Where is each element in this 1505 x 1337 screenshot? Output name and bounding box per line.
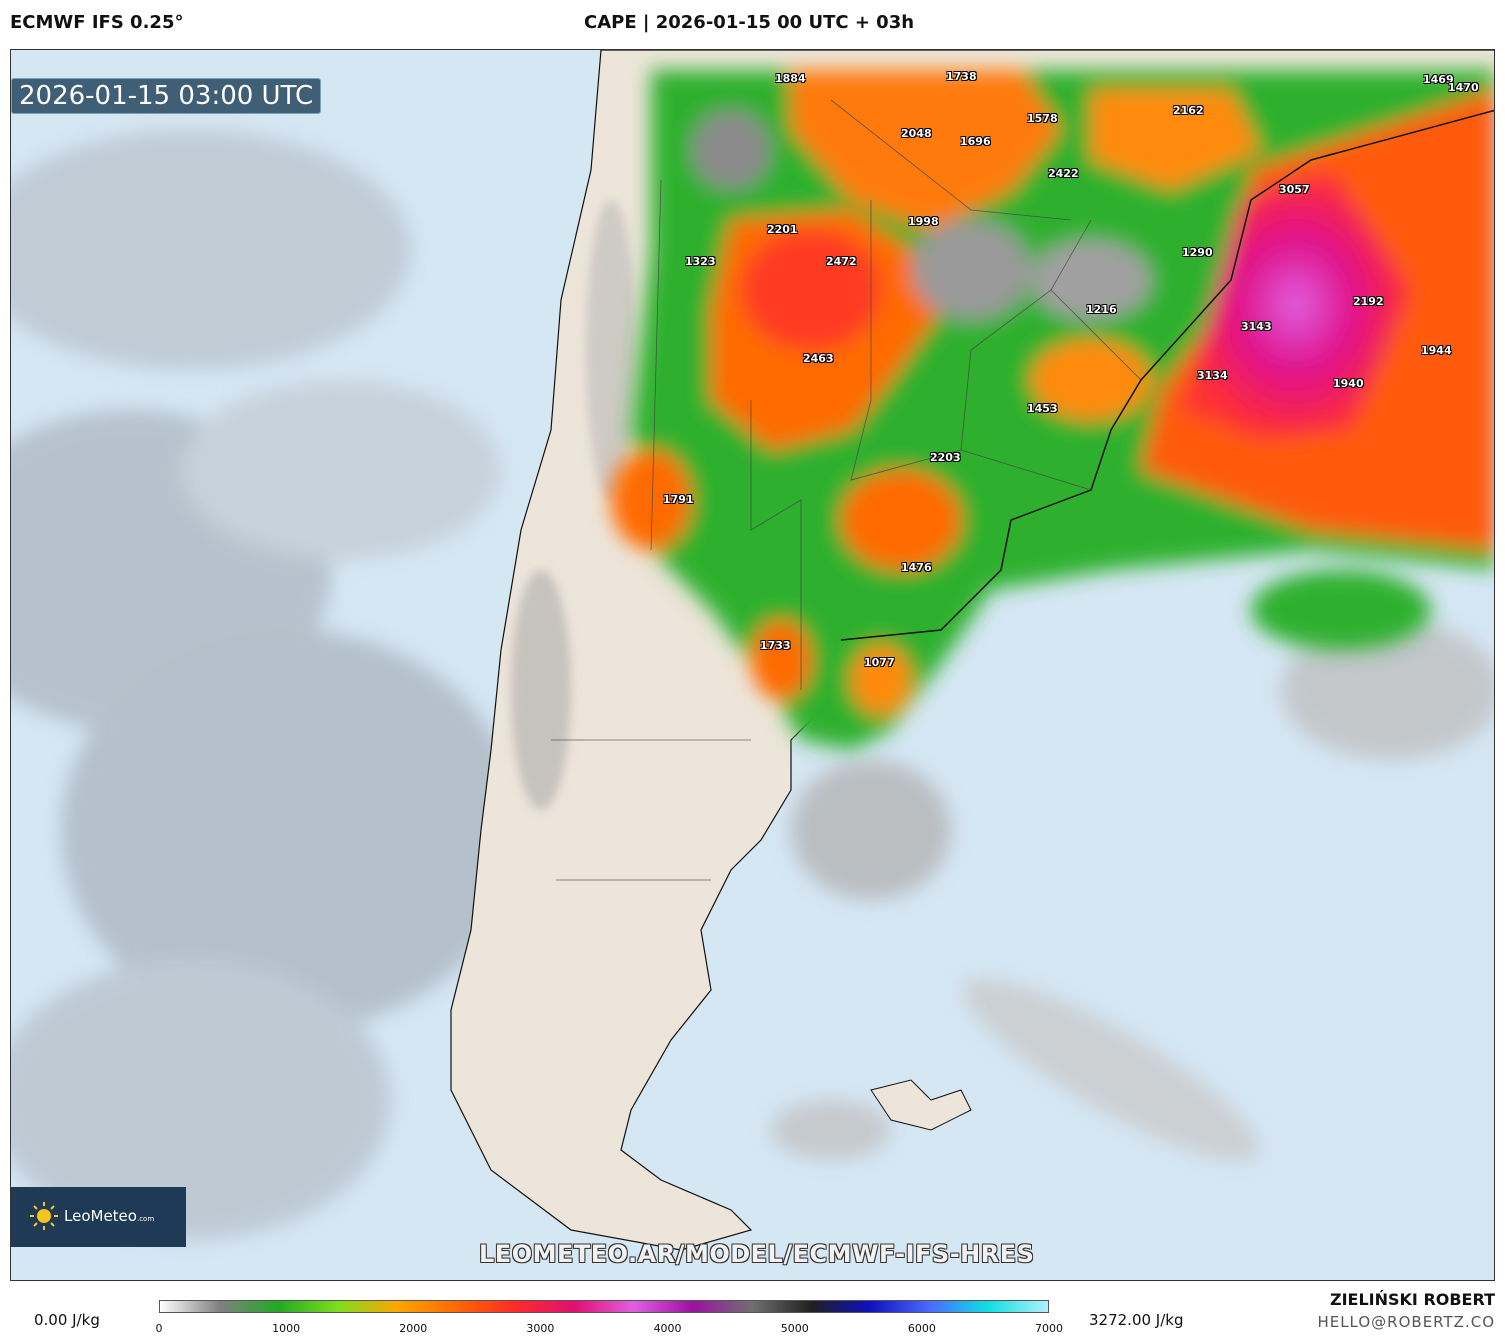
cape-value-label: 1469 [1423, 73, 1454, 86]
legend-tick-label: 5000 [780, 1322, 809, 1335]
cape-value-label: 2201 [767, 223, 798, 236]
cape-value-label: 1884 [775, 72, 806, 85]
cape-value-label: 1738 [946, 70, 977, 83]
cape-value-label: 1944 [1421, 344, 1452, 357]
cape-value-label: 1470 [1448, 81, 1479, 94]
cape-value-label: 1940 [1333, 377, 1364, 390]
cape-value-label: 1476 [901, 561, 932, 574]
legend-colorbar [159, 1300, 1049, 1313]
cape-value-label: 2203 [930, 451, 961, 464]
legend-tick-label: 2000 [399, 1322, 428, 1335]
cape-value-label: 1791 [663, 493, 694, 506]
falkland-islands [870, 1079, 972, 1131]
cloud-field [11, 130, 1494, 1240]
author-email: HELLO@ROBERTZ.CO [1317, 1313, 1495, 1331]
cape-value-label: 1216 [1086, 303, 1117, 316]
cape-value-label: 3143 [1241, 320, 1272, 333]
legend-min-label: 0.00 J/kg [34, 1311, 100, 1329]
cape-field [611, 70, 1494, 750]
cape-value-label: 1998 [908, 215, 939, 228]
cape-value-label: 1323 [685, 255, 716, 268]
logo-name: LeoMeteo [64, 1207, 137, 1225]
legend-tick-label: 4000 [653, 1322, 682, 1335]
cape-value-label: 2192 [1353, 295, 1384, 308]
legend-tick-label: 3000 [526, 1322, 555, 1335]
cape-value-label: 1733 [760, 639, 791, 652]
cape-value-label: 2463 [803, 352, 834, 365]
cape-value-label: 1453 [1027, 402, 1058, 415]
legend-tick-label: 6000 [907, 1322, 936, 1335]
valid-time-badge: 2026-01-15 03:00 UTC [11, 78, 322, 114]
cape-value-label: 2162 [1173, 104, 1204, 117]
legend-tick-label: 0 [155, 1322, 163, 1335]
cape-value-label: 1077 [864, 656, 895, 669]
logo-suffix: .com [136, 1215, 155, 1223]
cape-value-label: 2422 [1048, 167, 1079, 180]
leometeo-logo[interactable]: LeoMeteo.com [11, 1187, 186, 1247]
cape-value-label: 2472 [826, 255, 857, 268]
model-name: ECMWF IFS 0.25° [10, 12, 184, 33]
legend-tick-label: 7000 [1035, 1322, 1063, 1335]
border-lines [551, 99, 1142, 881]
cape-value-label: 1578 [1027, 112, 1058, 125]
sun-icon [30, 1202, 58, 1230]
legend-max-label: 3272.00 J/kg [1089, 1311, 1184, 1329]
cape-value-label: 3057 [1279, 183, 1310, 196]
chart-title: CAPE | 2026-01-15 00 UTC + 03h [584, 12, 915, 33]
legend-tick-label: 1000 [272, 1322, 301, 1335]
cape-value-label: 1290 [1182, 246, 1213, 259]
cape-value-label: 1696 [960, 135, 991, 148]
author-name: ZIELIŃSKI ROBERT [1329, 1290, 1495, 1309]
cape-value-label: 2048 [901, 127, 932, 140]
url-watermark: LEOMETEO.AR/MODEL/ECMWF-IFS-HRES [479, 1240, 1035, 1268]
coastline [840, 109, 1494, 641]
cape-map [11, 50, 1494, 1280]
map-panel: 2026-01-15 03:00 UTC 1884 1738 1469 1470 157… [10, 49, 1495, 1281]
cape-value-label: 3134 [1197, 369, 1228, 382]
